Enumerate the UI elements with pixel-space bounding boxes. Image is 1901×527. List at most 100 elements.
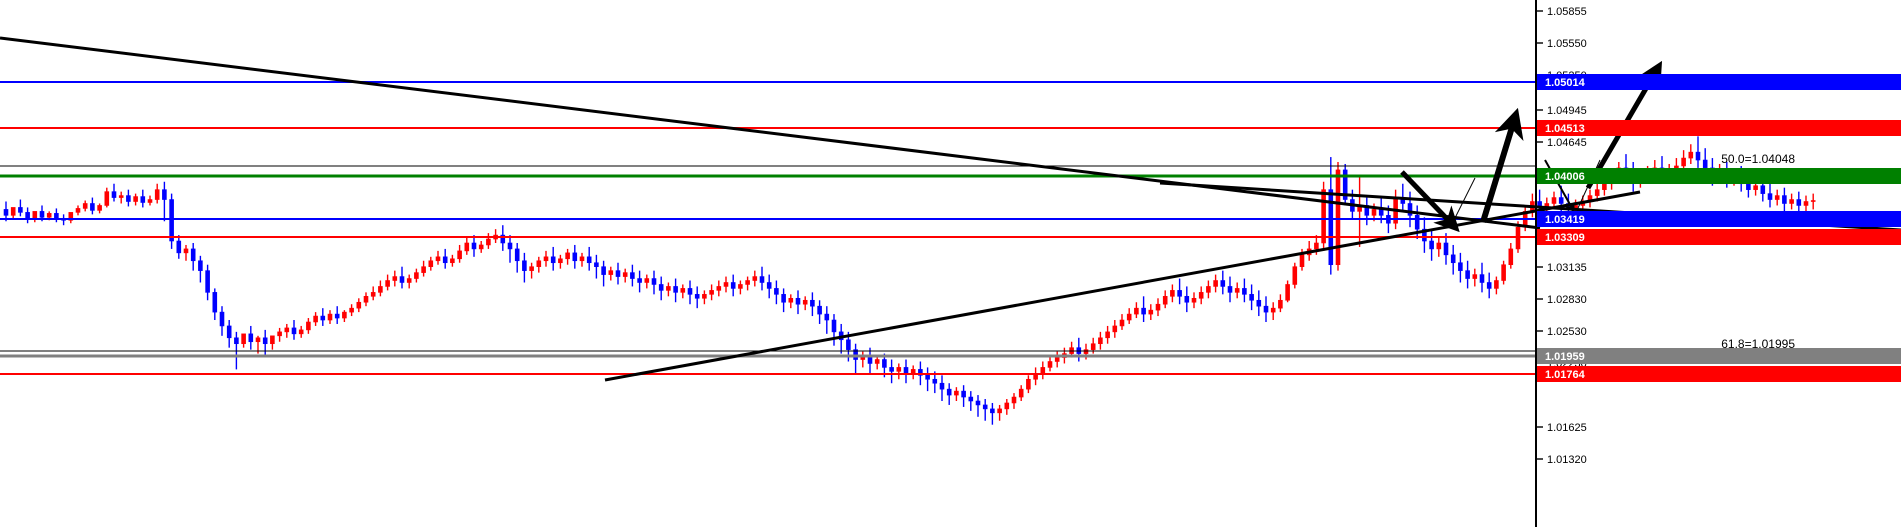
trendline-ascending-support[interactable]: [604, 190, 1641, 382]
fibonacci-annotations: 50.0=1.04048 61.8=1.01995: [1721, 152, 1795, 351]
candlestick: [334, 306, 340, 324]
price-tag-value: 1.03419: [1545, 214, 1585, 226]
price-tag-value: 1.04513: [1545, 123, 1585, 135]
candlestick: [1105, 325, 1110, 344]
candlestick: [68, 212, 74, 224]
projection-arrow-up-thick[interactable]: [1480, 107, 1524, 223]
candlestick: [968, 391, 974, 411]
candlestick: [1688, 144, 1694, 164]
candlestick: [529, 262, 534, 279]
candlestick: [630, 264, 635, 287]
candlestick: [925, 367, 930, 392]
candlestick: [810, 292, 815, 317]
candlestick: [1443, 233, 1449, 265]
candlestick: [1486, 272, 1492, 299]
candlestick: [1076, 337, 1082, 362]
candlestick: [1220, 270, 1226, 295]
candlestick: [817, 300, 822, 324]
projection-arrow-down-thick[interactable]: [1400, 170, 1460, 233]
price-tag-value: 1.03309: [1545, 232, 1585, 244]
candlestick: [313, 312, 318, 326]
candlestick: [1508, 242, 1514, 269]
candlestick: [1292, 262, 1298, 289]
candlestick: [622, 268, 628, 283]
candlestick: [1270, 302, 1276, 321]
candlestick: [1004, 399, 1010, 415]
candlestick: [169, 193, 174, 249]
price-tag-support-upper[interactable]: 1.03419: [1537, 211, 1901, 227]
candlestick: [1494, 276, 1499, 295]
candlestick: [198, 255, 203, 283]
candlestick: [18, 199, 23, 217]
candlestick: [111, 183, 117, 202]
candlestick: [1587, 189, 1593, 208]
candlestick: [536, 256, 542, 273]
candlestick: [284, 323, 290, 338]
candlestick: [162, 181, 167, 222]
axis-tick-label: 1.03135: [1547, 262, 1587, 274]
candlestick: [1227, 276, 1233, 303]
candlestick: [1242, 278, 1247, 303]
axis-tick-label: 1.02530: [1547, 326, 1587, 338]
candlestick: [450, 254, 455, 267]
price-tag-support-lower[interactable]: 1.03309: [1537, 229, 1901, 245]
price-tag-fib-618[interactable]: 1.01959: [1537, 348, 1901, 364]
price-tag-value: 1.01764: [1545, 369, 1586, 381]
candlestick: [687, 280, 693, 305]
candlestick: [997, 404, 1002, 421]
candlestick: [730, 274, 736, 297]
candlestick: [262, 329, 268, 356]
candlestick: [644, 274, 650, 289]
candlestick: [1018, 385, 1024, 401]
candlestick: [1501, 260, 1506, 285]
price-tag-resistance-mid[interactable]: 1.04513: [1537, 120, 1901, 136]
candlestick: [1278, 294, 1283, 313]
price-tag-current-price[interactable]: 1.04006: [1537, 168, 1901, 184]
candlestick: [183, 244, 189, 261]
candlestick: [464, 237, 470, 255]
price-tag-value: 1.01959: [1545, 351, 1585, 363]
trendline-descending-major[interactable]: [0, 36, 1541, 230]
candlestick: [1162, 290, 1168, 309]
candlestick: [601, 260, 606, 287]
candlestick: [154, 183, 160, 204]
candlestick: [586, 246, 592, 271]
fib-label-618: 61.8=1.01995: [1721, 337, 1795, 351]
candlestick: [961, 385, 966, 407]
price-tag-resistance-upper[interactable]: 1.05014: [1537, 74, 1901, 90]
candlestick: [118, 191, 124, 204]
candlestick: [1155, 298, 1161, 317]
candlestick: [342, 310, 347, 322]
candlestick: [522, 252, 527, 283]
candlestick: [1767, 183, 1773, 208]
price-axis[interactable]: 1.058551.055501.052501.049451.046451.043…: [1535, 0, 1901, 527]
candlestick: [637, 270, 642, 293]
candlestick: [766, 274, 772, 299]
candlestick: [550, 246, 556, 271]
candlestick: [1422, 217, 1427, 253]
candlestick: [54, 208, 59, 223]
candlestick: [1184, 286, 1190, 313]
candlestick: [1256, 290, 1262, 317]
candlestick: [1054, 351, 1060, 368]
candlestick: [1263, 296, 1269, 322]
candlestick: [140, 189, 146, 208]
candlestick: [126, 189, 131, 207]
candlestick: [421, 260, 426, 277]
candlestick: [1335, 162, 1341, 271]
candlestick: [1206, 280, 1211, 299]
price-tag-support-bottom[interactable]: 1.01764: [1537, 366, 1901, 382]
candlestick: [759, 266, 765, 291]
candlestick: [658, 276, 664, 301]
candlestick: [694, 286, 700, 309]
candlestick: [471, 235, 477, 257]
candlestick: [1544, 197, 1550, 214]
candlestick: [1429, 229, 1434, 261]
candlestick: [579, 252, 585, 267]
candlestick: [1047, 355, 1053, 372]
projection-arrow-up-thin-1[interactable]: [1451, 177, 1476, 225]
candlestick: [392, 270, 398, 287]
candlestick: [1011, 393, 1017, 409]
candlestick: [356, 298, 362, 313]
